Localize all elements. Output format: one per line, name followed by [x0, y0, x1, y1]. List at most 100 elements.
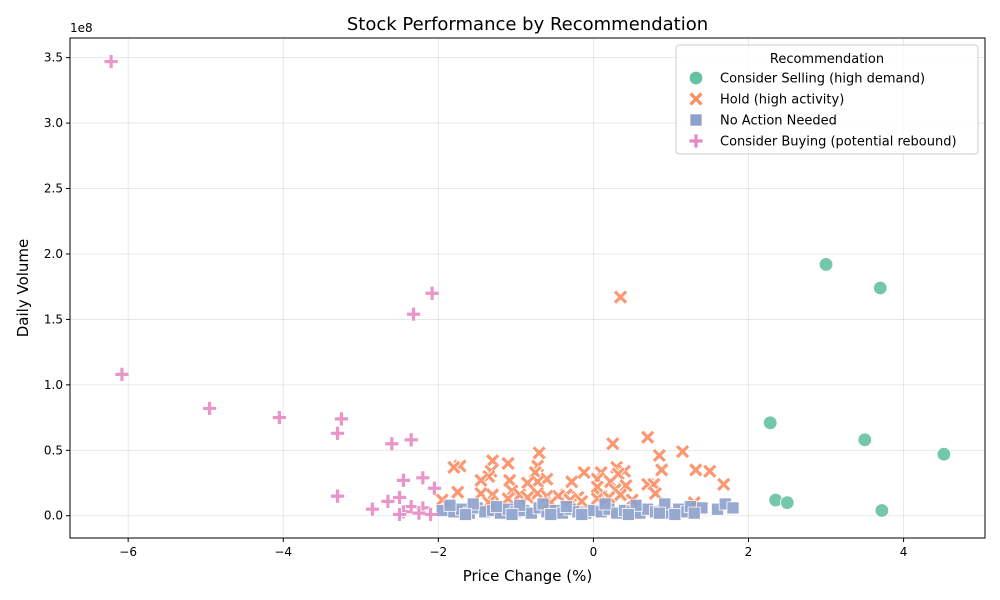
data-point-plus [406, 307, 421, 321]
data-point-x [613, 289, 628, 305]
data-point-plus [416, 471, 430, 485]
data-point-circle [873, 280, 888, 296]
data-point-plus [404, 499, 418, 514]
data-point-plus [330, 426, 345, 440]
data-point-x [481, 469, 496, 484]
y-tick-label: 1.5 [44, 312, 63, 326]
data-point-x [618, 478, 634, 493]
y-tick-label: 0.5 [44, 443, 63, 457]
data-point-x [564, 474, 579, 489]
y-tick-label: 0.0 [44, 509, 63, 523]
legend: Recommendation Consider Selling (high de… [675, 44, 979, 155]
legend-label: Consider Buying (potential rebound) [720, 135, 957, 150]
data-point-x [675, 444, 690, 459]
data-point-circle [874, 503, 890, 518]
data-point-x [473, 473, 489, 488]
legend-item: Hold (high activity) [688, 91, 844, 108]
legend-item: Consider Selling (high demand) [688, 70, 925, 87]
data-point-plus [115, 367, 129, 381]
data-point-x [485, 487, 500, 503]
y-axis-ticks: 0.0 0.5 1.0 1.5 2.0 2.5 3.0 3.5 [44, 51, 70, 523]
data-points [104, 54, 952, 522]
legend-label: No Action Needed [720, 114, 837, 129]
data-point-circle [818, 257, 834, 272]
data-point-square [668, 507, 682, 521]
data-point-plus [392, 490, 407, 505]
data-point-x [531, 445, 547, 461]
data-point-plus [365, 502, 380, 516]
data-point-plus [412, 506, 426, 520]
data-point-plus [396, 473, 411, 488]
x-tick-label: −2 [429, 545, 447, 559]
x-tick-label: 4 [900, 545, 908, 559]
y-tick-label: 1.0 [44, 378, 63, 392]
data-point-plus [272, 410, 286, 425]
y-tick-label: 2.0 [44, 247, 63, 261]
data-point-x [654, 462, 669, 478]
data-point-plus [404, 433, 418, 447]
data-point-square [505, 507, 519, 521]
data-point-plus [427, 481, 442, 495]
series-4 [104, 54, 442, 522]
data-point-x [648, 486, 663, 501]
data-point-x [590, 479, 605, 495]
data-point-circle [857, 432, 873, 448]
data-point-x [688, 91, 704, 107]
data-point-x [613, 487, 628, 503]
data-point-x [688, 462, 704, 478]
data-point-x [539, 471, 555, 487]
data-point-square [459, 507, 472, 521]
data-point-x [504, 483, 520, 499]
data-point-x [652, 448, 667, 463]
data-point-plus [689, 134, 703, 148]
data-point-x [640, 429, 655, 445]
data-point-square [559, 500, 573, 514]
data-point-square [598, 497, 612, 511]
data-point-square [687, 506, 701, 520]
data-point-plus [330, 489, 345, 503]
data-point-x [605, 436, 621, 452]
data-point-square [466, 497, 480, 511]
legend-label: Hold (high activity) [720, 93, 844, 108]
data-point-x [530, 474, 545, 489]
data-point-circle [762, 415, 778, 431]
legend-item: No Action Needed [689, 114, 837, 129]
legend-box [675, 44, 979, 155]
data-point-plus [423, 507, 438, 522]
data-point-plus [392, 507, 407, 522]
data-point-square [726, 501, 740, 515]
data-point-plus [381, 494, 395, 508]
y-tick-label: 3.5 [44, 51, 63, 65]
legend-item: Consider Buying (potential rebound) [689, 134, 957, 150]
data-point-x [500, 491, 516, 507]
y-tick-label: 2.5 [44, 182, 63, 196]
data-point-x [502, 473, 517, 488]
data-point-x [530, 486, 545, 501]
data-point-x [716, 477, 731, 492]
data-point-square [652, 506, 666, 520]
data-point-plus [425, 286, 439, 300]
x-tick-label: −4 [274, 545, 292, 559]
data-point-square [490, 500, 503, 514]
legend-label: Consider Selling (high demand) [720, 72, 925, 87]
x-axis-title: Price Change (%) [463, 567, 593, 585]
plot-frame [69, 37, 986, 539]
data-point-x [450, 484, 465, 500]
data-point-square [575, 507, 589, 521]
x-tick-label: −6 [119, 545, 137, 559]
data-point-square [443, 498, 457, 512]
data-point-square [544, 507, 558, 521]
data-point-circle [936, 447, 952, 462]
data-point-circle [780, 495, 795, 510]
y-axis-offset-label: 1e8 [70, 21, 93, 35]
data-point-x [576, 465, 592, 480]
x-axis-ticks: −6 −4 −2 0 2 4 [119, 538, 907, 559]
data-point-x [574, 494, 590, 509]
data-point-plus [202, 401, 217, 416]
data-point-x [485, 453, 500, 469]
data-point-circle [688, 70, 704, 86]
data-point-x [702, 463, 717, 479]
data-point-plus [385, 437, 399, 451]
